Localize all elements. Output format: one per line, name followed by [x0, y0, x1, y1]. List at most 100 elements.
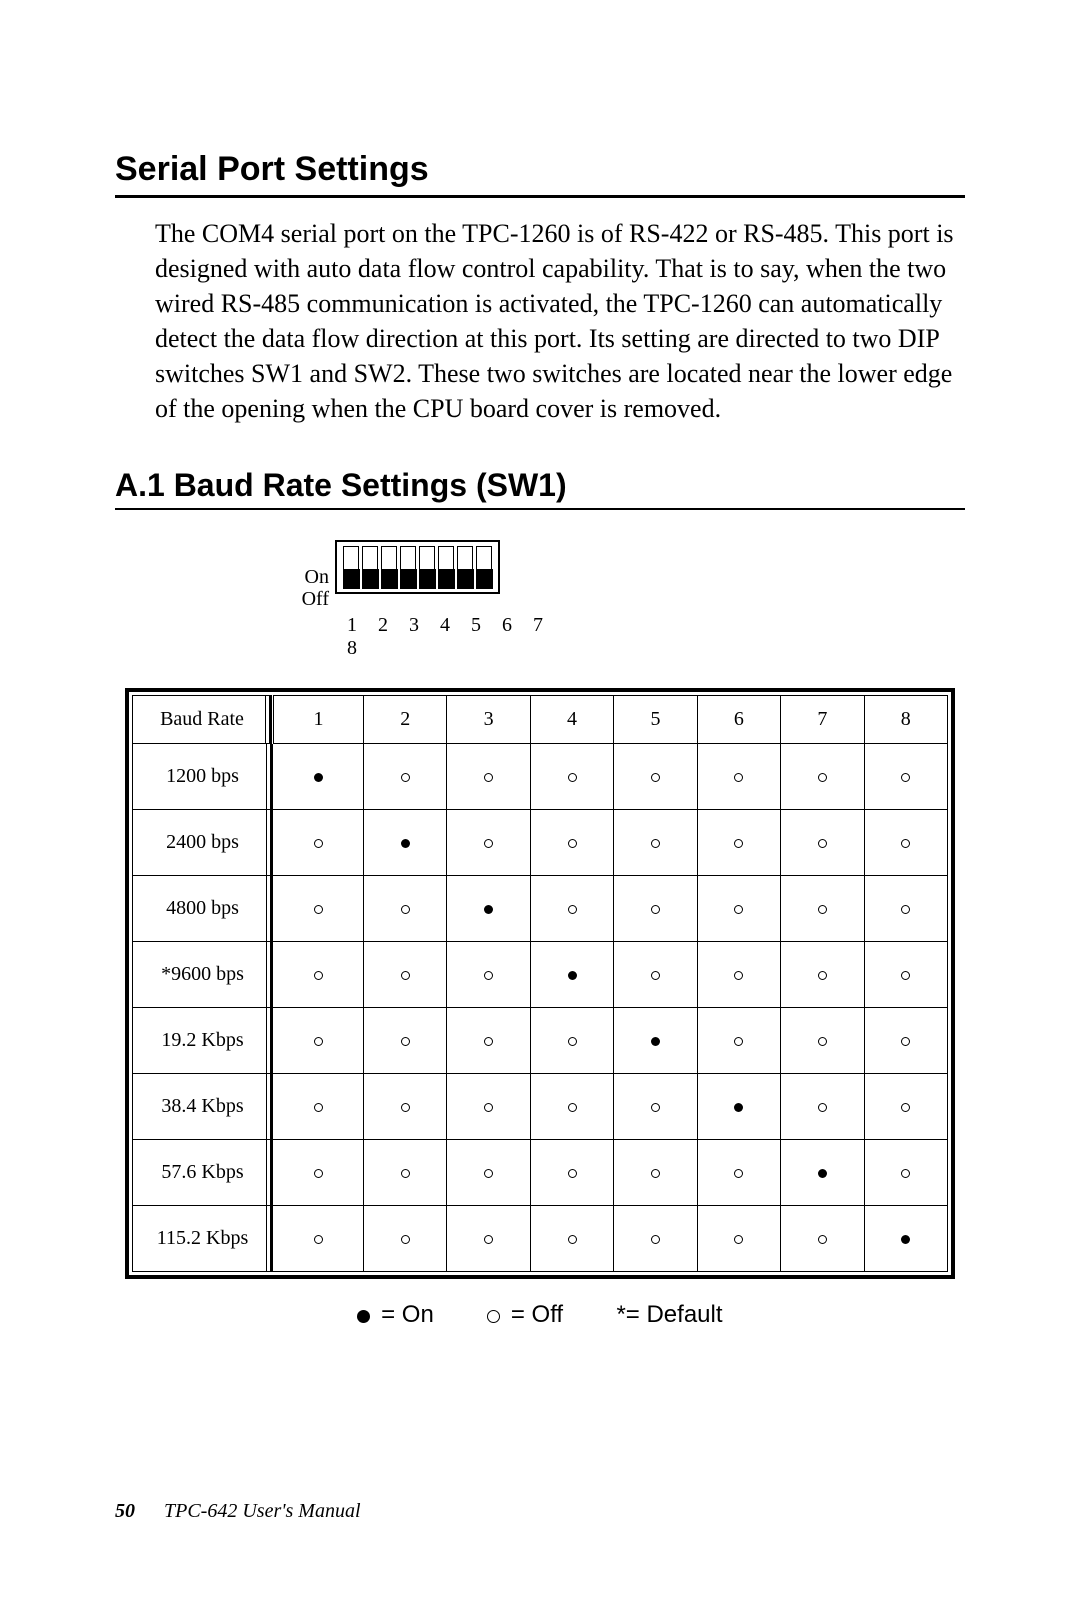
off-dot-icon — [484, 1037, 493, 1046]
table-row-label: 38.4 Kbps — [133, 1073, 273, 1139]
table-cell — [614, 809, 697, 875]
table-cell — [273, 743, 364, 809]
table-row-label: 2400 bps — [133, 809, 273, 875]
table-cell — [864, 1139, 947, 1205]
table-cell — [697, 809, 780, 875]
off-dot-icon — [901, 1103, 910, 1112]
table-cell — [614, 1073, 697, 1139]
off-dot-icon — [314, 905, 323, 914]
dip-switch-numbers: 1 2 3 4 5 6 7 8 — [347, 614, 555, 660]
table-cell — [447, 1073, 530, 1139]
off-dot-icon — [901, 839, 910, 848]
on-dot-icon — [401, 839, 410, 848]
dip-slot — [400, 546, 416, 588]
off-dot-icon — [484, 773, 493, 782]
off-dot-icon — [401, 971, 410, 980]
off-dot-icon — [401, 1103, 410, 1112]
table-cell — [781, 1205, 864, 1271]
table-row: 57.6 Kbps — [133, 1139, 948, 1205]
table-row: 4800 bps — [133, 875, 948, 941]
off-dot-icon — [568, 1103, 577, 1112]
on-dot-icon — [818, 1169, 827, 1178]
off-dot-icon — [734, 773, 743, 782]
off-dot-icon — [314, 1103, 323, 1112]
table-cell — [864, 1007, 947, 1073]
legend-off-icon — [487, 1310, 500, 1323]
off-dot-icon — [651, 1103, 660, 1112]
off-dot-icon — [651, 905, 660, 914]
off-dot-icon — [484, 1103, 493, 1112]
table-cell — [364, 1205, 447, 1271]
on-dot-icon — [484, 905, 493, 914]
legend-off-text: = Off — [511, 1301, 563, 1328]
footer-text: TPC-642 User's Manual — [164, 1500, 361, 1522]
table-cell — [364, 941, 447, 1007]
table-column-header: 2 — [364, 695, 447, 743]
off-dot-icon — [818, 1103, 827, 1112]
table-row-label: 57.6 Kbps — [133, 1139, 273, 1205]
table-cell — [864, 809, 947, 875]
table-cell — [781, 809, 864, 875]
table-column-header: 3 — [447, 695, 530, 743]
table-cell — [364, 1139, 447, 1205]
subsection-title: A.1 Baud Rate Settings (SW1) — [115, 467, 965, 510]
table-row: 1200 bps — [133, 743, 948, 809]
dip-slot — [362, 546, 378, 588]
table-cell — [781, 1007, 864, 1073]
off-dot-icon — [484, 1235, 493, 1244]
table-cell — [447, 1139, 530, 1205]
off-dot-icon — [901, 905, 910, 914]
table-cell — [864, 941, 947, 1007]
table-cell — [447, 941, 530, 1007]
dip-switch-frame — [335, 540, 500, 594]
table-cell — [447, 743, 530, 809]
table-column-header: 5 — [614, 695, 697, 743]
table-cell — [530, 875, 613, 941]
table-cell — [781, 1139, 864, 1205]
off-dot-icon — [484, 839, 493, 848]
off-dot-icon — [651, 1169, 660, 1178]
off-dot-icon — [901, 1169, 910, 1178]
off-dot-icon — [818, 1235, 827, 1244]
off-dot-icon — [314, 971, 323, 980]
table-cell — [864, 875, 947, 941]
table-column-header: 4 — [530, 695, 613, 743]
off-dot-icon — [484, 1169, 493, 1178]
table-cell — [447, 809, 530, 875]
off-dot-icon — [901, 773, 910, 782]
dip-off-label: Off — [295, 588, 335, 602]
table-cell — [781, 1073, 864, 1139]
off-dot-icon — [568, 839, 577, 848]
table-cell — [864, 1073, 947, 1139]
table-cell — [364, 1007, 447, 1073]
table-cell — [614, 941, 697, 1007]
table-cell — [697, 1007, 780, 1073]
dip-slot — [381, 546, 397, 588]
off-dot-icon — [734, 1235, 743, 1244]
off-dot-icon — [734, 1037, 743, 1046]
table-cell — [697, 1205, 780, 1271]
table-row: 38.4 Kbps — [133, 1073, 948, 1139]
page-footer: 50 TPC-642 User's Manual — [115, 1500, 361, 1523]
dip-switch-diagram: On Off 1 2 3 4 5 6 7 8 — [295, 540, 555, 660]
table-row-label: *9600 bps — [133, 941, 273, 1007]
table-row-label: 19.2 Kbps — [133, 1007, 273, 1073]
off-dot-icon — [568, 1169, 577, 1178]
table-cell — [530, 1205, 613, 1271]
dip-slot — [343, 546, 359, 588]
table-cell — [697, 875, 780, 941]
table-row: *9600 bps — [133, 941, 948, 1007]
off-dot-icon — [568, 1235, 577, 1244]
table-cell — [614, 875, 697, 941]
table-row-label: 115.2 Kbps — [133, 1205, 273, 1271]
table-cell — [273, 941, 364, 1007]
table-row: 19.2 Kbps — [133, 1007, 948, 1073]
table-cell — [273, 1073, 364, 1139]
off-dot-icon — [651, 1235, 660, 1244]
table-header-row: Baud Rate12345678 — [133, 695, 948, 743]
table-header-label: Baud Rate — [133, 695, 273, 743]
table-cell — [697, 1139, 780, 1205]
table-cell — [530, 941, 613, 1007]
off-dot-icon — [818, 839, 827, 848]
table-cell — [614, 743, 697, 809]
